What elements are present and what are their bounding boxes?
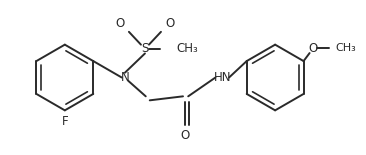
Text: S: S [141, 42, 149, 55]
Text: O: O [116, 17, 125, 29]
Text: O: O [180, 129, 190, 142]
Text: HN: HN [213, 71, 231, 84]
Text: N: N [120, 71, 129, 84]
Text: CH₃: CH₃ [336, 43, 356, 53]
Text: F: F [61, 115, 68, 128]
Text: CH₃: CH₃ [176, 42, 198, 55]
Text: O: O [309, 42, 318, 55]
Text: O: O [165, 17, 175, 29]
